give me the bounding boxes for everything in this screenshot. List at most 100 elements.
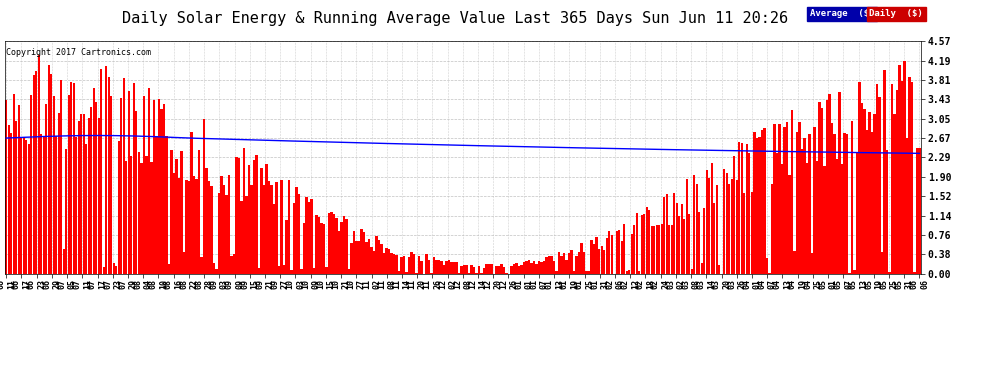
Bar bbox=[901, 81, 903, 274]
Bar bbox=[803, 138, 806, 274]
Bar bbox=[383, 253, 385, 274]
Bar bbox=[513, 264, 516, 274]
Bar bbox=[693, 175, 695, 274]
Bar bbox=[272, 204, 275, 274]
Bar bbox=[883, 69, 886, 274]
Bar bbox=[362, 232, 365, 274]
Bar bbox=[668, 225, 670, 274]
Bar bbox=[35, 71, 38, 274]
Bar bbox=[726, 173, 728, 274]
Bar bbox=[357, 241, 360, 274]
Bar bbox=[526, 261, 528, 274]
Bar bbox=[38, 54, 40, 274]
Bar bbox=[40, 134, 43, 274]
Bar bbox=[806, 163, 808, 274]
Bar bbox=[267, 181, 270, 274]
Bar bbox=[638, 271, 641, 274]
Bar bbox=[310, 199, 313, 274]
Bar bbox=[98, 118, 100, 274]
Bar bbox=[590, 240, 593, 274]
Bar bbox=[660, 224, 663, 274]
Bar bbox=[205, 168, 208, 274]
Bar bbox=[246, 196, 248, 274]
Bar bbox=[873, 114, 875, 274]
Bar bbox=[490, 264, 493, 274]
Bar bbox=[826, 100, 828, 274]
Bar bbox=[343, 216, 346, 274]
Bar bbox=[257, 268, 260, 274]
Bar bbox=[300, 268, 303, 274]
Bar bbox=[665, 194, 668, 274]
Bar bbox=[568, 253, 570, 274]
Bar bbox=[118, 141, 120, 274]
Bar bbox=[911, 82, 913, 274]
Bar bbox=[781, 164, 783, 274]
Bar bbox=[225, 195, 228, 274]
Bar bbox=[748, 153, 750, 274]
Bar bbox=[701, 263, 703, 274]
Bar bbox=[601, 246, 603, 274]
Bar bbox=[390, 253, 393, 274]
Bar bbox=[718, 265, 721, 274]
Bar bbox=[283, 265, 285, 274]
Bar bbox=[598, 249, 600, 274]
Bar bbox=[215, 269, 218, 274]
Bar bbox=[241, 201, 243, 274]
Bar bbox=[113, 263, 115, 274]
Bar bbox=[743, 194, 745, 274]
Bar bbox=[711, 163, 713, 274]
Bar bbox=[333, 214, 336, 274]
Bar bbox=[60, 80, 62, 274]
Bar bbox=[260, 168, 262, 274]
Bar bbox=[341, 222, 343, 274]
Bar bbox=[653, 226, 655, 274]
Bar bbox=[765, 258, 768, 274]
Bar bbox=[223, 184, 225, 274]
Bar bbox=[906, 138, 908, 274]
Bar bbox=[503, 267, 505, 274]
Bar bbox=[533, 261, 536, 274]
Bar bbox=[531, 263, 533, 274]
Bar bbox=[8, 125, 10, 274]
Bar bbox=[596, 237, 598, 274]
Bar bbox=[523, 262, 526, 274]
Bar bbox=[243, 148, 246, 274]
Bar bbox=[323, 224, 325, 274]
Bar bbox=[450, 262, 452, 274]
Bar bbox=[290, 270, 293, 274]
Bar bbox=[858, 82, 860, 274]
Bar bbox=[631, 234, 633, 274]
Bar bbox=[750, 192, 753, 274]
Bar bbox=[275, 183, 277, 274]
Bar bbox=[706, 170, 708, 274]
Bar bbox=[82, 114, 85, 274]
Bar bbox=[741, 143, 742, 274]
Bar bbox=[43, 137, 45, 274]
Bar bbox=[468, 273, 470, 274]
Bar bbox=[786, 122, 788, 274]
Bar bbox=[318, 217, 320, 274]
Bar bbox=[816, 161, 818, 274]
Bar bbox=[188, 182, 190, 274]
Bar bbox=[855, 153, 858, 274]
Bar bbox=[678, 216, 680, 274]
Bar bbox=[829, 93, 831, 274]
Bar bbox=[611, 236, 613, 274]
Bar bbox=[52, 96, 54, 274]
Bar bbox=[135, 111, 138, 274]
Bar bbox=[108, 77, 110, 274]
Bar bbox=[480, 273, 483, 274]
Bar bbox=[655, 225, 658, 274]
Bar bbox=[458, 273, 460, 274]
Bar bbox=[641, 215, 643, 274]
Bar bbox=[463, 265, 465, 274]
Bar bbox=[5, 99, 7, 274]
Bar bbox=[193, 176, 195, 274]
Bar bbox=[863, 109, 865, 274]
Bar bbox=[313, 268, 315, 274]
Bar bbox=[843, 134, 845, 274]
Bar bbox=[473, 267, 475, 274]
Bar bbox=[262, 185, 265, 274]
Bar bbox=[903, 61, 906, 274]
Bar bbox=[100, 69, 103, 274]
